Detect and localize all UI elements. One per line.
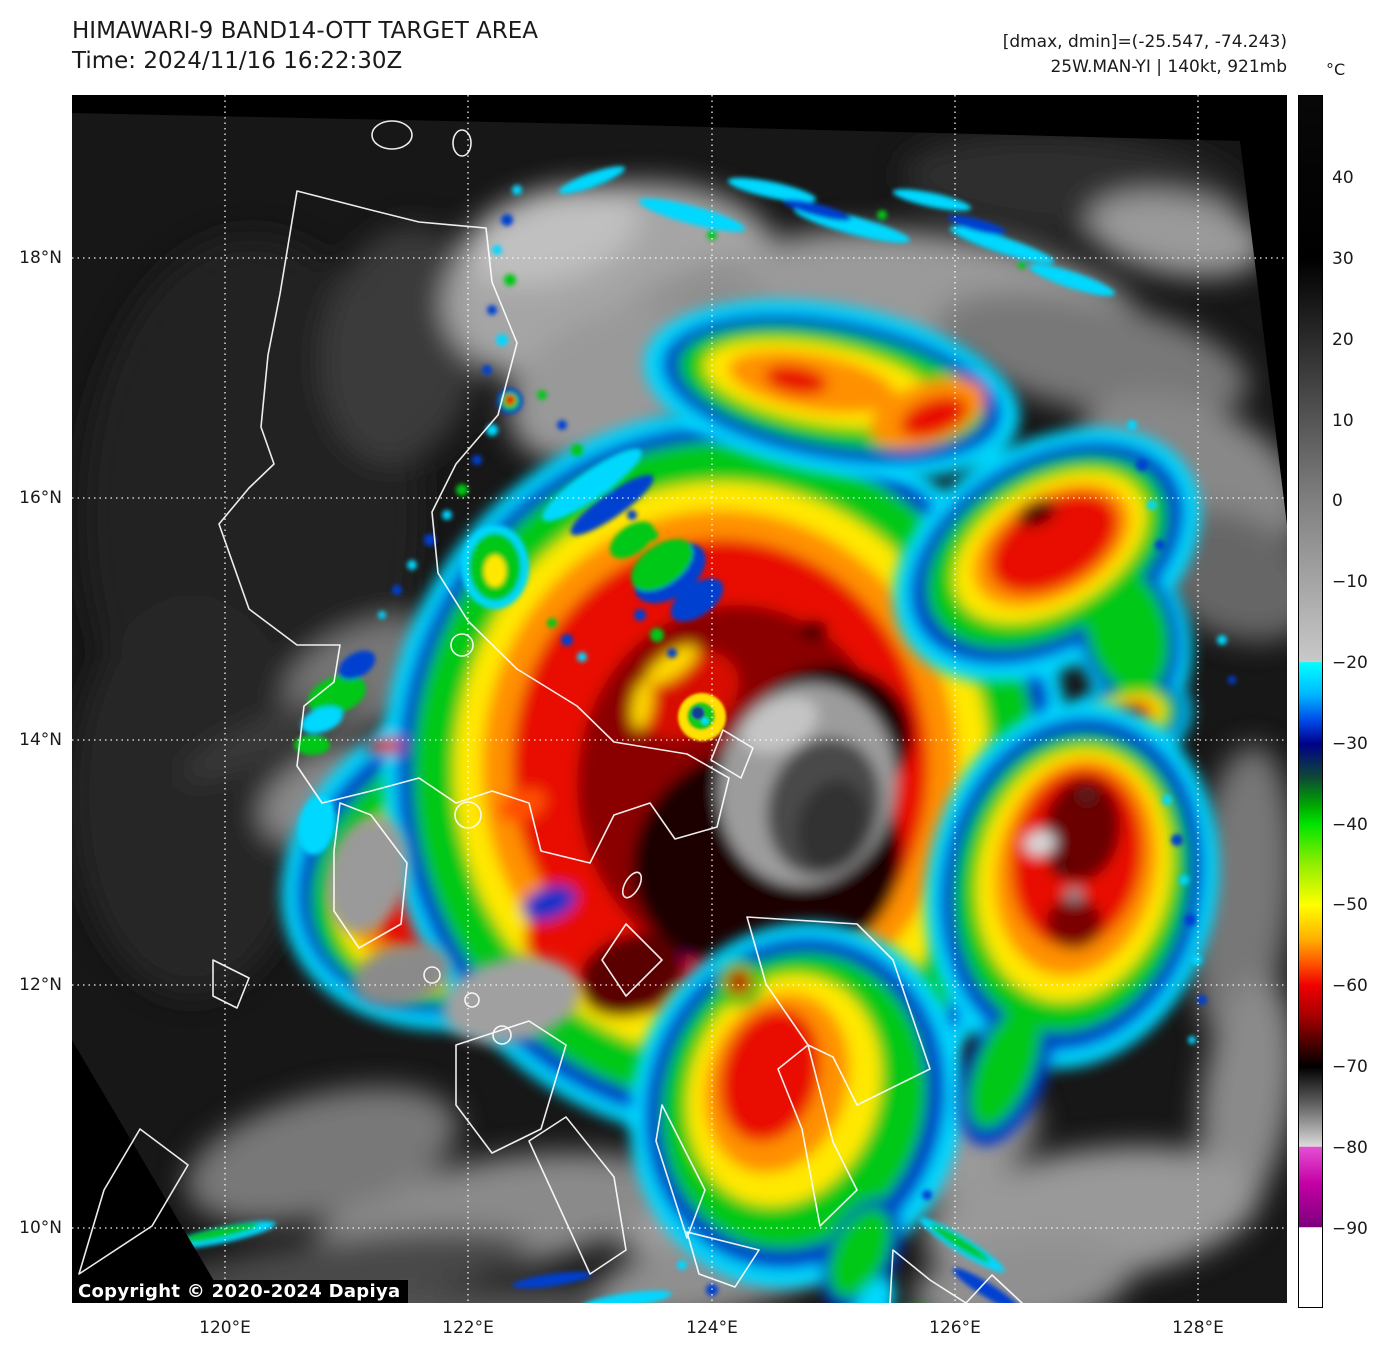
temperature-colorbar	[1298, 95, 1323, 1308]
dmax-dmin-readout: [dmax, dmin]=(-25.547, -74.243)	[1002, 32, 1287, 52]
cb-tick-m30: −30	[1332, 734, 1368, 754]
lon-tick-120e: 120°E	[199, 1318, 251, 1338]
coastline-romblon-1	[423, 966, 441, 984]
colorbar-unit-label: °C	[1326, 60, 1346, 79]
satellite-image	[72, 95, 1287, 1303]
coastline-polillo	[450, 633, 474, 657]
copyright-watermark: Copyright © 2020-2024 Dapiya	[72, 1280, 409, 1303]
coastline-leyte	[777, 1044, 858, 1227]
cb-tick-30: 30	[1332, 249, 1354, 269]
cb-tick-20: 20	[1332, 330, 1354, 350]
coastline-mindoro	[333, 802, 408, 949]
cb-tick-m10: −10	[1332, 572, 1368, 592]
typhoon-eye	[678, 693, 726, 741]
header-right-block: [dmax, dmin]=(-25.547, -74.243) 25W.MAN-…	[1003, 30, 1287, 80]
coastline-bohol	[686, 1231, 760, 1288]
cb-tick-m90: −90	[1332, 1219, 1368, 1239]
coastline-romblon-3	[492, 1025, 512, 1045]
coastline-babuyan-1	[371, 120, 413, 150]
lon-tick-124e: 124°E	[686, 1318, 738, 1338]
east-rainband	[925, 701, 1219, 1146]
lon-tick-122e: 122°E	[442, 1318, 494, 1338]
coastline-babuyan-2	[452, 129, 472, 157]
lat-tick-14n: 14°N	[19, 730, 62, 750]
lat-tick-18n: 18°N	[19, 248, 62, 268]
coastline-palawan	[78, 1128, 189, 1275]
coastline-samar	[746, 916, 931, 1106]
cold-speckles	[168, 166, 1236, 1303]
coastline-mindanao	[889, 1249, 1023, 1303]
no-data-mask	[72, 95, 1287, 1303]
coastlines	[78, 120, 1023, 1303]
coastline-cebu	[655, 1104, 706, 1239]
lon-tick-128e: 128°E	[1172, 1318, 1224, 1338]
cb-tick-0: 0	[1332, 491, 1343, 511]
cb-tick-m40: −40	[1332, 815, 1368, 835]
coastline-catanduanes	[710, 729, 754, 779]
cb-tick-m50: −50	[1332, 895, 1368, 915]
lat-tick-16n: 16°N	[19, 488, 62, 508]
satellite-map-frame: Copyright © 2020-2024 Dapiya	[72, 95, 1287, 1303]
page-title: HIMAWARI-9 BAND14-OTT TARGET AREA	[72, 18, 539, 44]
cb-tick-10: 10	[1332, 411, 1354, 431]
cb-tick-m80: −80	[1332, 1138, 1368, 1158]
cb-tick-m70: −70	[1332, 1057, 1368, 1077]
coastline-masbate	[601, 923, 663, 997]
timestamp: Time: 2024/11/16 16:22:30Z	[72, 48, 403, 74]
storm-info-readout: 25W.MAN-YI | 140kt, 921mb	[1050, 57, 1287, 77]
coastline-negros	[528, 1116, 627, 1275]
lon-tick-126e: 126°E	[929, 1318, 981, 1338]
cb-tick-m60: −60	[1332, 976, 1368, 996]
coastline-busuanga	[212, 959, 250, 1009]
graticule	[72, 95, 1287, 1303]
coastline-panay	[455, 1020, 567, 1154]
lat-tick-12n: 12°N	[19, 975, 62, 995]
cb-tick-40: 40	[1332, 168, 1354, 188]
storm-southeast-band	[629, 922, 965, 1303]
cb-tick-m20: −20	[1332, 653, 1368, 673]
lat-tick-10n: 10°N	[19, 1218, 62, 1238]
coastline-luzon	[218, 190, 730, 864]
warm-gray-gaps	[325, 816, 582, 1044]
coastline-romblon-2	[464, 992, 480, 1008]
northeast-rainband	[644, 300, 1201, 770]
coastline-burias	[621, 871, 643, 899]
